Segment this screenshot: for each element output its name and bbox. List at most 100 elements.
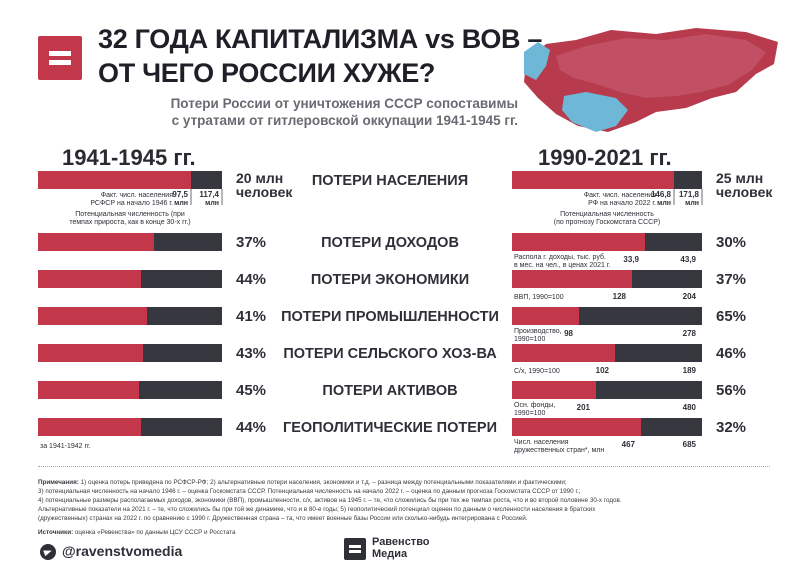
- bar-rest-1-3: [579, 307, 702, 325]
- row-label-5: ПОТЕРИ АКТИВОВ: [322, 383, 457, 399]
- telegram-icon[interactable]: [40, 544, 56, 560]
- brand-name: Равенство Медиа: [372, 536, 430, 560]
- value-0-6: 44%: [236, 419, 266, 436]
- bar-loss-1-0: [512, 171, 674, 189]
- bar-loss-0-4: [38, 344, 143, 362]
- indicator-label1-5: Осн. фонды,: [514, 402, 555, 409]
- subtitle-line-2: с утратами от гитлеровской оккупации 194…: [171, 113, 518, 128]
- row-label-1: ПОТЕРИ ДОХОДОВ: [321, 235, 459, 251]
- page-title: 32 ГОДА КАПИТАЛИЗМА vs ВОВ – ОТ ЧЕГО РОС…: [98, 22, 543, 90]
- bar-rest-1-2: [632, 270, 702, 288]
- indicator-potential-1: 43,9: [680, 255, 696, 264]
- value-0-2: 44%: [236, 271, 266, 288]
- value-1-1: 30%: [716, 234, 746, 251]
- value-0-4: 43%: [236, 345, 266, 362]
- pop-note2-0: РСФСР на начало 1946 г.: [90, 200, 173, 207]
- pop-actual-1: 146,8: [651, 190, 672, 199]
- pop-note1-1: Факт. числ. населения: [584, 192, 656, 199]
- indicator-potential-6: 685: [683, 440, 697, 449]
- brand-line-1: Равенство: [372, 536, 430, 548]
- bar-rest-0-4: [143, 344, 222, 362]
- bar-loss-0-5: [38, 381, 139, 399]
- indicator-label1-1: Распола г. доходы, тыс. руб.: [514, 253, 606, 261]
- indicator-potential-5: 480: [683, 403, 697, 412]
- indicator-label2-3: 1990=100: [514, 336, 545, 343]
- notes-label: Примечания:: [38, 479, 79, 486]
- value-0-0: 20 млн: [236, 170, 283, 186]
- bar-rest-1-1: [645, 233, 702, 251]
- losses-chart: ПОТЕРИ НАСЕЛЕНИЯ ПОТЕРИ ДОХОДОВ ПОТЕРИ ЭКО…: [38, 170, 773, 454]
- title-line-1: 32 ГОДА КАПИТАЛИЗМА vs ВОВ –: [98, 24, 543, 54]
- indicator-label1-3: Производство,: [514, 328, 562, 335]
- map-ex-republics-south: [562, 92, 628, 132]
- pop-note3-0: Потенциальная численность (при: [75, 211, 185, 218]
- pop-note2-1: РФ на начало 2022 г.: [588, 200, 656, 207]
- indicator-actual-6: 467: [622, 440, 636, 449]
- indicator-actual-5: 201: [577, 403, 591, 412]
- pop-potential-unit-0: млн: [205, 200, 219, 207]
- map-russia-core: [556, 34, 766, 98]
- pop-potential-0: 117,4: [199, 190, 219, 199]
- row-label-2: ПОТЕРИ ЭКОНОМИКИ: [311, 272, 469, 288]
- indicator-label1-2: ВВП, 1990=100: [514, 294, 564, 301]
- bar-loss-0-1: [38, 233, 154, 251]
- indicator-actual-3: 98: [564, 329, 573, 338]
- bar-rest-0-5: [139, 381, 222, 399]
- bar-rest-0-0: [191, 171, 222, 189]
- row-label-0: ПОТЕРИ НАСЕЛЕНИЯ: [312, 173, 468, 189]
- bar-loss-1-5: [512, 381, 596, 399]
- row-label-6: ГЕОПОЛИТИЧЕСКИЕ ПОТЕРИ: [283, 420, 497, 436]
- bar-rest-0-3: [147, 307, 222, 325]
- pop-note4-0: темпах прироста, как в конце 30-х гг.): [69, 219, 190, 226]
- bar-rest-0-6: [141, 418, 222, 436]
- indicator-potential-2: 204: [683, 292, 697, 301]
- value-1-6: 32%: [716, 419, 746, 436]
- notes-block: Примечания: 1) оценка потерь приведена п…: [38, 478, 778, 537]
- value-1-2: 37%: [716, 271, 746, 288]
- bar-loss-0-6: [38, 418, 141, 436]
- notes-line-2: 3) потенциальная численность на начало 1…: [38, 488, 581, 495]
- period-1990-2021: 1990-2021 гг.: [538, 145, 672, 170]
- indicator-label1-4: С/х, 1990=100: [514, 368, 560, 375]
- bar-loss-1-6: [512, 418, 641, 436]
- ussr-russia-map: [524, 28, 778, 132]
- value-0-1: 37%: [236, 234, 266, 251]
- indicator-label2-5: 1990=100: [514, 410, 545, 417]
- value-1-0: 25 млн: [716, 170, 763, 186]
- row-label-4: ПОТЕРИ СЕЛЬСКОГО ХОЗ-ВА: [283, 346, 497, 362]
- bar-rest-1-6: [641, 418, 702, 436]
- pop-actual-unit-1: млн: [657, 200, 671, 207]
- bar-loss-1-1: [512, 233, 645, 251]
- period-1941-1945: 1941-1945 гг.: [62, 145, 196, 170]
- bar-loss-1-3: [512, 307, 579, 325]
- sources-text: оценка «Ревенства» по данным ЦСУ СССР и …: [74, 529, 236, 536]
- notes-line-4: Альтернативные показатели на 2021 г. – т…: [38, 506, 596, 513]
- bar-rest-1-5: [596, 381, 702, 399]
- bar-rest-1-4: [615, 344, 702, 362]
- value2-1-0: человек: [716, 184, 773, 200]
- bar-loss-0-2: [38, 270, 141, 288]
- bar-rest-0-1: [154, 233, 222, 251]
- bar-rest-0-2: [141, 270, 222, 288]
- indicator-potential-3: 278: [683, 329, 697, 338]
- notes-separator: [38, 466, 770, 467]
- pop-potential-unit-1: млн: [685, 200, 699, 207]
- title-line-2: ОТ ЧЕГО РОССИИ ХУЖЕ?: [98, 58, 436, 88]
- indicator-actual-2: 128: [613, 292, 627, 301]
- subtitle: Потери России от уничтожения СССР сопост…: [98, 95, 518, 129]
- pop-actual-0: 97,5: [172, 190, 188, 199]
- pop-note3-1: Потенциальная численность: [560, 211, 654, 218]
- row-label-3: ПОТЕРИ ПРОМЫШЛЕННОСТИ: [281, 309, 499, 325]
- indicator-potential-4: 189: [683, 366, 697, 375]
- indicator-label2-1: в мес. на чел., в ценах 2021 г.: [514, 262, 611, 269]
- footnote-0: за 1941-1942 гг.: [40, 443, 91, 450]
- bar-loss-1-4: [512, 344, 615, 362]
- pop-actual-unit-0: млн: [174, 200, 188, 207]
- notes-line-5: (дружественных) странах на 2022 г. по ср…: [38, 515, 528, 522]
- indicator-actual-1: 33,9: [623, 255, 639, 264]
- value-0-5: 45%: [236, 382, 266, 399]
- value-1-3: 65%: [716, 308, 746, 325]
- social-handle[interactable]: @ravenstvomedia: [62, 543, 183, 559]
- pop-potential-1: 171,8: [679, 190, 700, 199]
- sources-label: Источники:: [38, 529, 74, 536]
